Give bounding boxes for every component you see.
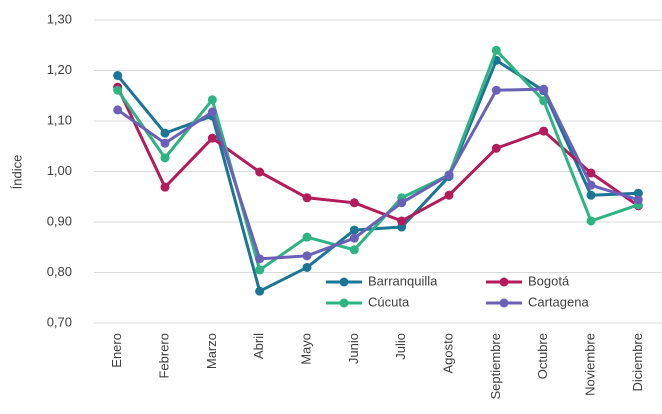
x-tick-label: Octubre [535, 333, 550, 379]
data-point [633, 188, 643, 198]
x-tick-label: Febrero [156, 333, 171, 379]
x-tick-label: Abril [251, 333, 266, 359]
y-axis-label: Índice [9, 155, 24, 190]
data-point [113, 105, 123, 115]
data-point [255, 167, 265, 177]
data-point [255, 265, 265, 275]
legend-marker [499, 298, 509, 308]
y-tick-label: 1,00 [47, 163, 72, 178]
data-point [397, 216, 407, 226]
legend-label: Cúcuta [368, 294, 410, 309]
data-point [586, 180, 596, 190]
legend-label: Barranquilla [368, 273, 438, 288]
data-point [539, 96, 549, 106]
x-tick-label: Julio [393, 333, 408, 360]
x-tick-label: Agosto [440, 333, 455, 373]
data-point [539, 126, 549, 136]
data-point [255, 254, 265, 264]
data-point [160, 128, 170, 138]
legend-label: Bogotá [528, 273, 570, 288]
x-tick-label: Septiembre [488, 333, 503, 399]
data-point [397, 198, 407, 208]
y-tick-label: 1,30 [47, 11, 72, 26]
data-point [349, 198, 359, 208]
y-tick-label: 0,90 [47, 213, 72, 228]
data-point [160, 138, 170, 148]
data-point [160, 182, 170, 192]
data-point [444, 170, 454, 180]
data-point [302, 232, 312, 242]
data-point [349, 245, 359, 255]
series-line [116, 86, 640, 223]
legend-marker [499, 277, 509, 287]
data-point [113, 85, 123, 95]
data-point [586, 190, 596, 200]
data-point [207, 95, 217, 105]
data-point [302, 251, 312, 261]
data-point [633, 195, 643, 205]
x-tick-label: Junio [346, 333, 361, 364]
data-point [160, 153, 170, 163]
data-point [539, 84, 549, 94]
series-line [116, 48, 639, 272]
data-point [302, 193, 312, 203]
data-point [491, 45, 501, 55]
data-point [255, 286, 265, 296]
x-tick-label: Diciembre [630, 333, 645, 392]
series-line [116, 87, 639, 261]
x-tick-label: Enero [109, 333, 124, 368]
series-line [116, 58, 639, 293]
x-tick-label: Mayo [298, 333, 313, 365]
data-point [302, 262, 312, 272]
legend-marker [339, 298, 349, 308]
data-point [207, 133, 217, 143]
legend-label: Cartagena [528, 294, 589, 309]
y-tick-label: 0,70 [47, 314, 72, 329]
y-tick-label: 0,80 [47, 264, 72, 279]
data-point [586, 216, 596, 226]
x-tick-label: Marzo [204, 333, 219, 369]
data-point [586, 168, 596, 178]
legend-marker [339, 277, 349, 287]
data-point [491, 143, 501, 153]
data-point [444, 190, 454, 200]
data-point [491, 85, 501, 95]
x-tick-label: Noviembre [582, 333, 597, 396]
y-tick-label: 1,20 [47, 62, 72, 77]
data-point [349, 225, 359, 235]
data-point [207, 107, 217, 117]
data-point [113, 71, 123, 81]
y-tick-label: 1,10 [47, 112, 72, 127]
data-point [349, 233, 359, 243]
